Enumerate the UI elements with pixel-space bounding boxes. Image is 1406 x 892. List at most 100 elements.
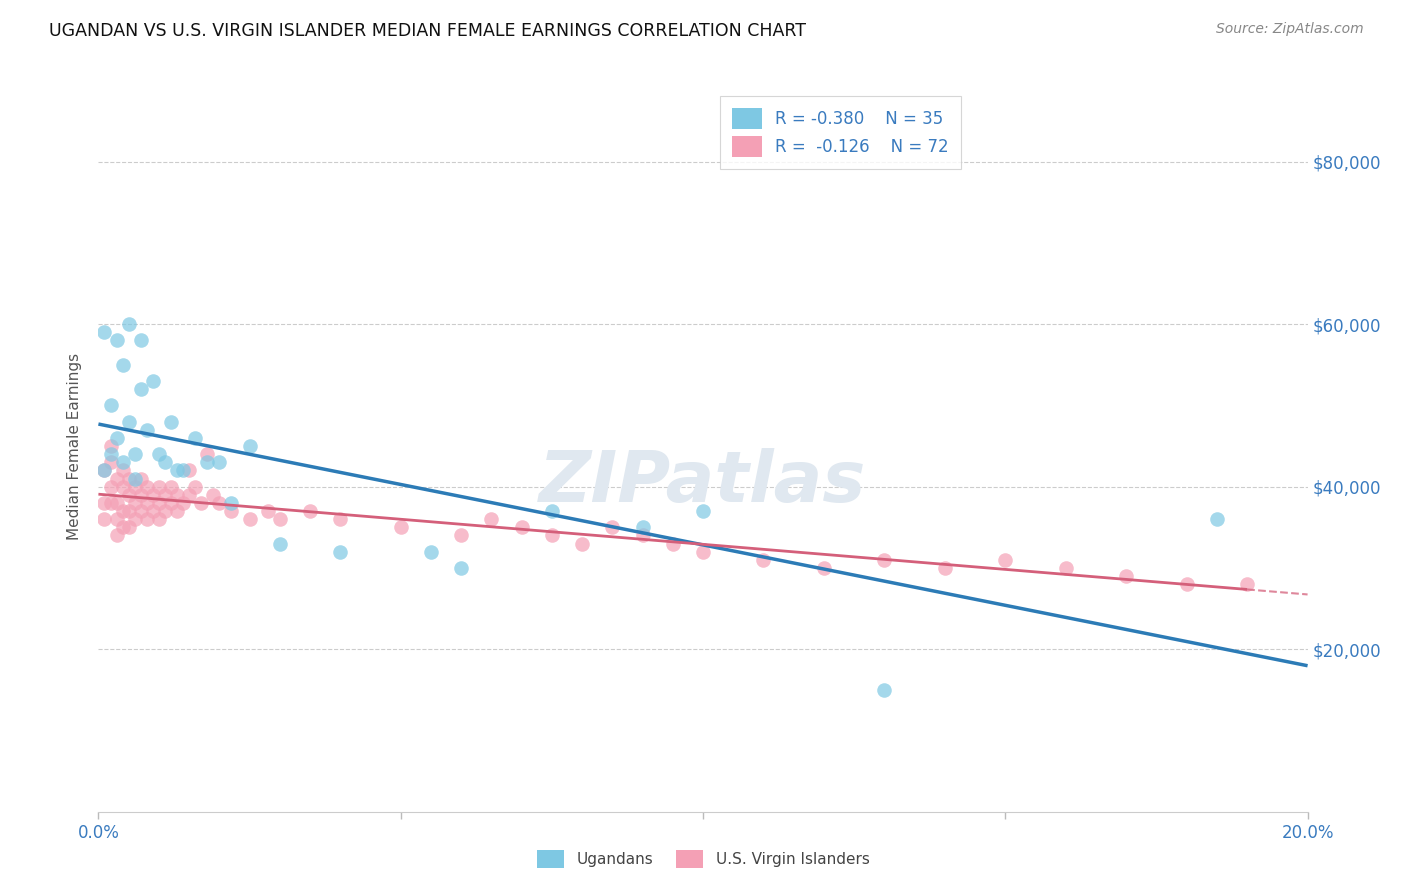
- Point: [329, 512, 352, 526]
- Point: [631, 520, 654, 534]
- Point: [172, 463, 194, 477]
- Point: [813, 561, 835, 575]
- Point: [129, 488, 152, 502]
- Point: [153, 455, 176, 469]
- Point: [994, 553, 1017, 567]
- Point: [661, 536, 683, 550]
- Point: [124, 447, 146, 461]
- Point: [481, 512, 503, 526]
- Point: [129, 471, 152, 485]
- Point: [450, 528, 472, 542]
- Point: [184, 431, 207, 445]
- Point: [124, 512, 146, 526]
- Point: [166, 488, 188, 502]
- Point: [100, 398, 122, 412]
- Point: [195, 447, 218, 461]
- Point: [202, 488, 225, 502]
- Point: [135, 512, 157, 526]
- Point: [540, 504, 562, 518]
- Text: UGANDAN VS U.S. VIRGIN ISLANDER MEDIAN FEMALE EARNINGS CORRELATION CHART: UGANDAN VS U.S. VIRGIN ISLANDER MEDIAN F…: [49, 22, 806, 40]
- Point: [100, 480, 122, 494]
- Point: [195, 455, 218, 469]
- Point: [389, 520, 412, 534]
- Point: [148, 447, 170, 461]
- Point: [329, 544, 352, 558]
- Point: [111, 504, 134, 518]
- Point: [208, 496, 231, 510]
- Point: [105, 496, 128, 510]
- Point: [420, 544, 443, 558]
- Point: [93, 496, 115, 510]
- Point: [105, 431, 128, 445]
- Legend: R = -0.380    N = 35, R =  -0.126    N = 72: R = -0.380 N = 35, R = -0.126 N = 72: [720, 96, 960, 169]
- Point: [118, 471, 141, 485]
- Point: [752, 553, 775, 567]
- Point: [450, 561, 472, 575]
- Point: [692, 504, 714, 518]
- Point: [1054, 561, 1077, 575]
- Point: [166, 504, 188, 518]
- Point: [118, 504, 141, 518]
- Point: [299, 504, 322, 518]
- Point: [135, 496, 157, 510]
- Point: [934, 561, 956, 575]
- Point: [239, 512, 262, 526]
- Point: [179, 488, 201, 502]
- Text: Source: ZipAtlas.com: Source: ZipAtlas.com: [1216, 22, 1364, 37]
- Point: [118, 520, 141, 534]
- Point: [93, 325, 115, 339]
- Point: [148, 496, 170, 510]
- Point: [179, 463, 201, 477]
- Point: [873, 553, 896, 567]
- Point: [148, 480, 170, 494]
- Point: [631, 528, 654, 542]
- Point: [100, 439, 122, 453]
- Point: [166, 463, 188, 477]
- Point: [142, 374, 165, 388]
- Point: [105, 334, 128, 348]
- Point: [142, 488, 165, 502]
- Point: [93, 463, 115, 477]
- Point: [190, 496, 212, 510]
- Point: [1206, 512, 1229, 526]
- Point: [256, 504, 278, 518]
- Point: [1115, 569, 1137, 583]
- Point: [221, 496, 243, 510]
- Point: [142, 504, 165, 518]
- Point: [540, 528, 562, 542]
- Point: [153, 488, 176, 502]
- Point: [602, 520, 624, 534]
- Point: [100, 455, 122, 469]
- Point: [111, 463, 134, 477]
- Point: [160, 415, 183, 429]
- Point: [118, 317, 141, 331]
- Y-axis label: Median Female Earnings: Median Female Earnings: [67, 352, 83, 540]
- Point: [160, 480, 183, 494]
- Point: [105, 512, 128, 526]
- Point: [111, 480, 134, 494]
- Point: [129, 504, 152, 518]
- Point: [135, 423, 157, 437]
- Point: [510, 520, 533, 534]
- Point: [239, 439, 262, 453]
- Point: [93, 463, 115, 477]
- Point: [100, 447, 122, 461]
- Point: [1236, 577, 1258, 591]
- Point: [153, 504, 176, 518]
- Point: [269, 536, 291, 550]
- Point: [571, 536, 593, 550]
- Point: [135, 480, 157, 494]
- Point: [692, 544, 714, 558]
- Point: [208, 455, 231, 469]
- Point: [221, 504, 243, 518]
- Point: [269, 512, 291, 526]
- Point: [111, 520, 134, 534]
- Point: [124, 496, 146, 510]
- Point: [129, 382, 152, 396]
- Point: [124, 471, 146, 485]
- Point: [105, 528, 128, 542]
- Point: [111, 455, 134, 469]
- Point: [93, 512, 115, 526]
- Point: [172, 496, 194, 510]
- Point: [129, 334, 152, 348]
